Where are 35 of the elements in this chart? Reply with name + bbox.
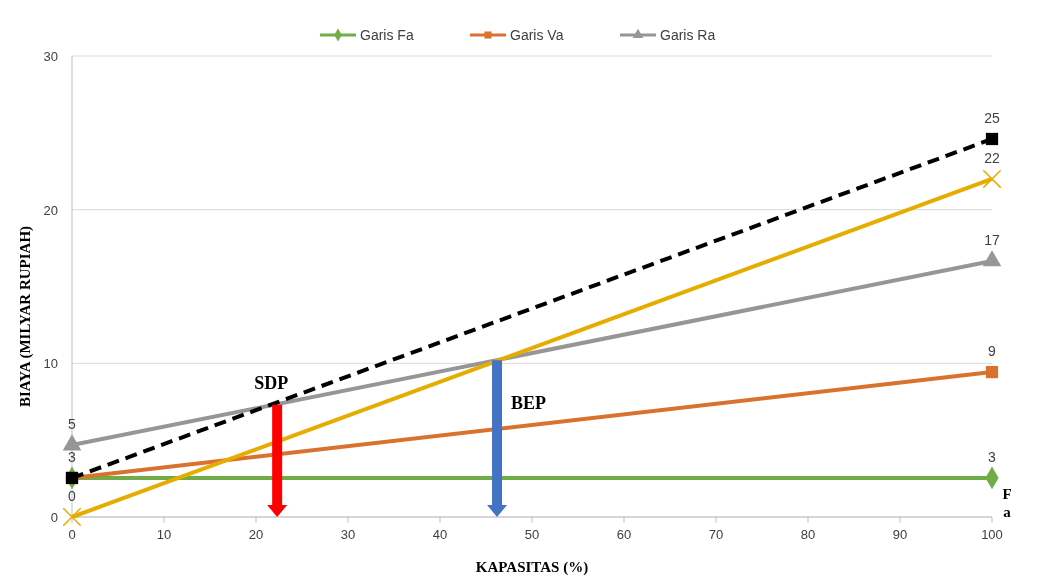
x-tick-label: 100 [981,527,1003,542]
data-label: 0 [68,488,77,504]
annotation: BEP [511,392,547,413]
x-tick-label: 80 [800,527,816,542]
legend-label: Garis Ra [660,27,716,43]
point [62,507,82,527]
x-tick-label: 50 [524,527,540,542]
point [985,365,999,379]
legend-label: Garis Va [510,27,564,43]
point [982,169,1002,189]
x-tick-label: 30 [340,527,356,542]
y-tick-label: 10 [43,356,58,372]
data-label: 17 [984,231,1000,248]
data-label: 9 [988,343,997,360]
x-tick-label: 60 [616,527,632,542]
x-axis-title: KAPASITAS (%) [475,559,589,576]
x-tick-label: 10 [156,527,172,542]
y-tick-label: 0 [50,510,58,525]
y-tick-label: 30 [43,49,58,64]
point [985,132,999,146]
x-tick-label: 70 [708,527,724,542]
legend-label: Garis Fa [360,27,414,43]
x-tick-label: 40 [432,527,448,542]
x-tick-label: 0 [68,527,76,542]
text: F a [1002,486,1012,520]
x-tick-label: 90 [892,527,908,542]
data-label: 25 [984,109,1000,126]
data-label: 5 [68,416,77,433]
data-label: 3 [68,448,77,465]
y-axis-title: BIAYA (MILYAR RUPIAH) [17,225,34,408]
data-label: 3 [988,448,997,465]
x-tick-label: 20 [248,527,264,542]
y-tick-label: 20 [43,202,58,218]
data-label: 22 [984,149,1000,166]
annotation: SDP [254,372,289,393]
